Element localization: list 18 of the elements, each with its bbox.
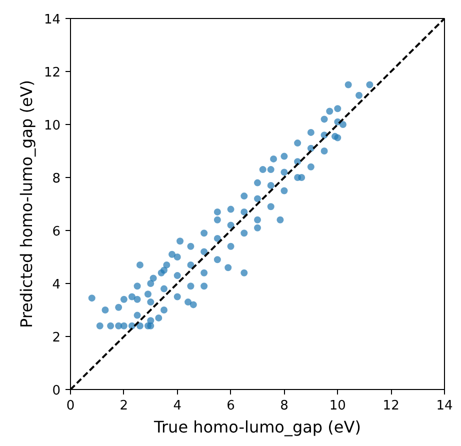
x-tick-label: 14: [436, 398, 453, 414]
x-tick-label: 4: [173, 398, 182, 414]
y-tick-label: 2: [52, 330, 61, 346]
y-tick-label: 14: [44, 12, 61, 28]
y-tick-label: 10: [44, 118, 61, 134]
x-tick-label: 10: [329, 398, 346, 414]
x-tick-label: 0: [66, 398, 75, 414]
y-tick-label: 4: [52, 278, 61, 292]
y-axis-title: Predicted homo-lumo_gap (eV): [16, 80, 36, 328]
x-tick-label: 2: [120, 398, 128, 414]
y-tick-label: 12: [44, 66, 61, 80]
x-tick-label: 6: [226, 398, 235, 414]
x-tick-label: 8: [280, 398, 288, 414]
x-tick-label: 12: [382, 398, 400, 414]
y-tick-label: 8: [52, 172, 61, 186]
y-tick-label: 6: [52, 224, 61, 240]
y-tick-label: 0: [52, 384, 61, 398]
x-axis-title: True homo-lumo_gap (eV): [153, 418, 361, 436]
